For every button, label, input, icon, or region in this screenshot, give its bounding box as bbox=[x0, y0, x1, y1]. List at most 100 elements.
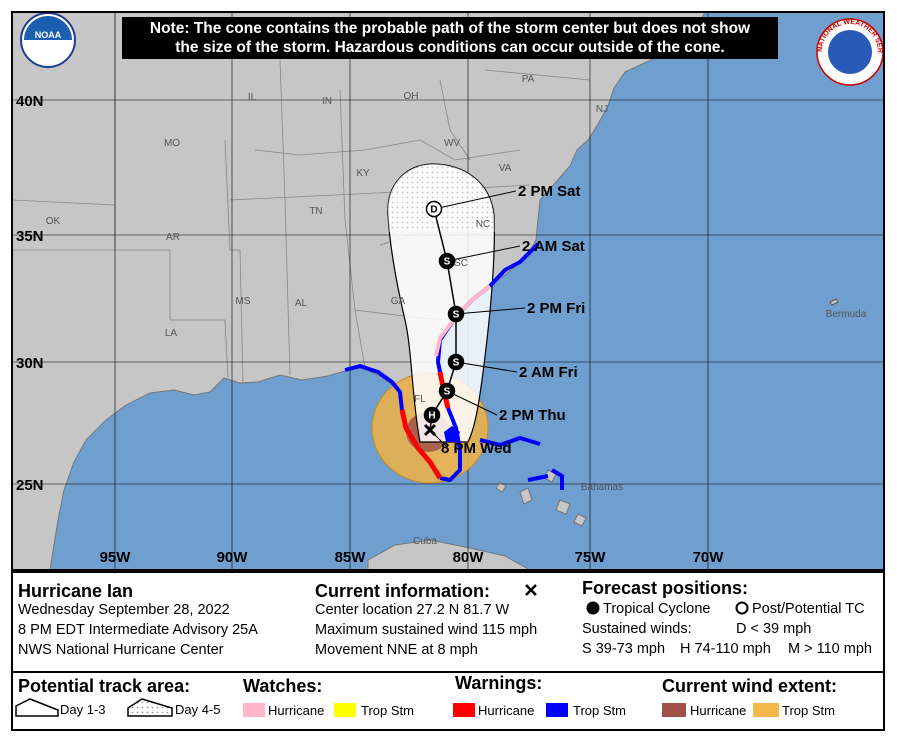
forecast-positions-title: Forecast positions: bbox=[582, 578, 748, 598]
forecast-symbol: S bbox=[453, 310, 460, 321]
lon-label: 75W bbox=[575, 549, 607, 566]
noaa-logo-top bbox=[24, 16, 72, 40]
watch-hurricane-swatch bbox=[243, 703, 265, 717]
forecast-point bbox=[438, 252, 456, 270]
forecast-point bbox=[423, 406, 441, 424]
current-info-line: Maximum sustained wind 115 mph bbox=[315, 622, 537, 638]
place-label: MO bbox=[164, 138, 180, 149]
warn-hurricane-swatch bbox=[453, 703, 475, 717]
note-banner bbox=[122, 17, 778, 59]
place-label: FL bbox=[414, 394, 426, 405]
label-leader bbox=[446, 390, 498, 416]
label-leader bbox=[446, 245, 521, 262]
place-label: TN bbox=[309, 206, 322, 217]
noaa-logo-text: NOAA bbox=[35, 30, 62, 40]
place-label: NC bbox=[476, 219, 490, 230]
bermuda bbox=[829, 298, 839, 306]
lat-label: 25N bbox=[16, 477, 44, 494]
forecast-symbol: H bbox=[428, 411, 435, 422]
place-labels: PA NJ IL IN OH MO KY WV VA OK TN NC AR SC MS AL GA LA FL Be… bbox=[46, 74, 867, 547]
lon-label: 90W bbox=[217, 549, 249, 566]
current-info-title: Current information: bbox=[315, 581, 490, 601]
tc-label: Tropical Cyclone bbox=[603, 601, 710, 617]
cone-day45 bbox=[387, 164, 495, 232]
day45-label: Day 4-5 bbox=[175, 702, 221, 717]
wind-trop-label: Trop Stm bbox=[782, 703, 835, 718]
forecast-label: 2 PM Fri bbox=[527, 300, 585, 317]
wind-m: M > 110 mph bbox=[788, 641, 872, 657]
wind-hurricane-swatch bbox=[662, 703, 686, 717]
forecast-point bbox=[447, 305, 465, 323]
lat-lon-labels: 40N 35N 30N 25N 95W 90W 85W 80W 75W 70W bbox=[16, 93, 724, 566]
hurricane-warning bbox=[399, 409, 443, 480]
ptc-icon bbox=[735, 601, 749, 615]
map: 2 PM Sat D 2 AM Sat S 2 PM Fri S 2 AM Fri S 2 PM… bbox=[12, 12, 884, 570]
place-label: Cuba bbox=[413, 536, 437, 547]
storm-advisory: 8 PM EDT Intermediate Advisory 25A bbox=[18, 622, 258, 638]
forecast-label: 2 PM Thu bbox=[499, 407, 566, 424]
wind-s: S 39-73 mph bbox=[582, 641, 665, 657]
note-line: Note: The cone contains the probable pat… bbox=[150, 20, 751, 37]
watch-hurricane-label: Hurricane bbox=[268, 703, 324, 718]
forecast-label: 2 PM Sat bbox=[518, 183, 581, 200]
wind-h: H 74-110 mph bbox=[680, 641, 771, 657]
info-panel bbox=[11, 571, 885, 673]
storm-name: Hurricane Ian bbox=[18, 581, 133, 601]
wind-trop-swatch bbox=[753, 703, 779, 717]
lon-label: 85W bbox=[335, 549, 367, 566]
legend-panel bbox=[11, 671, 885, 731]
nws-logo-center bbox=[828, 30, 872, 74]
warn-hurricane-label: Hurricane bbox=[478, 703, 534, 718]
lat-label: 40N bbox=[16, 93, 44, 110]
trop-storm-warning bbox=[444, 426, 460, 442]
forecast-symbol: D bbox=[430, 205, 437, 216]
forecast-label: 2 AM Sat bbox=[522, 238, 585, 255]
trop-storm-warning bbox=[479, 435, 564, 490]
watches-title: Watches: bbox=[243, 676, 322, 696]
trop-storm-warning bbox=[439, 407, 462, 482]
place-label: LA bbox=[165, 328, 178, 339]
graticule bbox=[12, 12, 884, 570]
watch-trop-swatch bbox=[334, 703, 356, 717]
lon-label: 70W bbox=[693, 549, 725, 566]
wind-hurricane-label: Hurricane bbox=[690, 703, 746, 718]
trop-storm-warning bbox=[344, 364, 404, 411]
lon-label: 80W bbox=[453, 549, 485, 566]
label-leader bbox=[431, 431, 447, 447]
forecast-points: 2 PM Sat D 2 AM Sat S 2 PM Fri S 2 AM Fri S 2 PM… bbox=[423, 183, 585, 424]
place-label: OK bbox=[46, 216, 61, 227]
lat-label: 30N bbox=[16, 355, 44, 372]
bahamas bbox=[495, 469, 587, 527]
day13-label: Day 1-3 bbox=[60, 702, 106, 717]
place-label: MS bbox=[236, 296, 251, 307]
place-label: NJ bbox=[596, 104, 608, 115]
wind-title: Current wind extent: bbox=[662, 676, 837, 696]
cuba bbox=[367, 539, 532, 570]
forecast-symbol: S bbox=[444, 257, 451, 268]
forecast-point bbox=[425, 200, 443, 218]
label-leader bbox=[455, 361, 518, 373]
warnings-title: Warnings: bbox=[455, 673, 542, 693]
note-line: the size of the storm. Hazardous conditi… bbox=[175, 39, 724, 56]
place-label: WV bbox=[444, 138, 460, 149]
current-info-line: Movement NNE at 8 mph bbox=[315, 642, 478, 658]
current-info-line: Center location 27.2 N 81.7 W bbox=[315, 602, 510, 618]
storm-date: Wednesday September 28, 2022 bbox=[18, 602, 230, 618]
place-label: IL bbox=[248, 92, 257, 103]
track-title: Potential track area: bbox=[18, 676, 190, 696]
place-label: SC bbox=[454, 258, 468, 269]
place-label: KY bbox=[356, 168, 370, 179]
day13-icon bbox=[15, 698, 59, 717]
place-label: AL bbox=[295, 298, 308, 309]
forecast-symbol: S bbox=[444, 387, 451, 398]
lon-label: 95W bbox=[100, 549, 132, 566]
sustained-winds: Sustained winds: bbox=[582, 621, 692, 637]
warn-trop-label: Trop Stm bbox=[573, 703, 626, 718]
place-label: Bermuda bbox=[826, 309, 867, 320]
label-leader bbox=[455, 307, 526, 315]
label-leader bbox=[433, 190, 517, 210]
place-label: GA bbox=[391, 296, 406, 307]
tc-icon bbox=[586, 601, 600, 615]
place-label: VA bbox=[499, 163, 512, 174]
